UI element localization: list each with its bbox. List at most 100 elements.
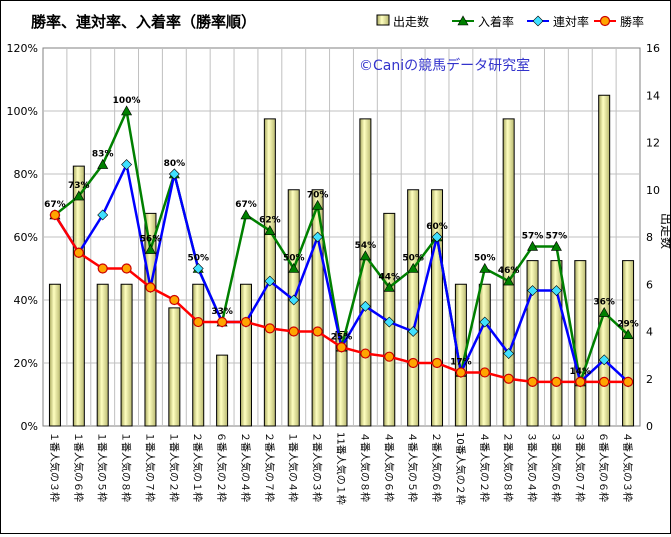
gridlines [43,48,640,426]
circle-point [622,376,634,387]
x-tick-label: 10番人気の２枠 [454,432,467,505]
y-tick-label: 40% [14,294,38,307]
triangle-point [288,262,300,273]
data-label: 54% [355,241,377,251]
x-tick-label: ４番人気の５枠 [406,432,419,502]
legend-marker-circle [599,15,611,27]
bar [239,283,252,427]
circle-point [455,367,466,378]
circle-point [551,376,562,387]
triangle-point [121,105,133,116]
data-label: 62% [259,216,281,226]
circle-point [384,351,395,362]
data-label: 17% [450,357,472,367]
circle-point [288,326,299,337]
bar [335,331,348,427]
circle-point [97,263,108,274]
circle-point [312,326,323,337]
bar [144,212,157,427]
bar [287,189,300,427]
data-label: 36% [593,298,615,308]
triangle-point [97,158,109,169]
data-labels: 67%73%83%100%56%80%50%33%67%62%50%70%25%… [44,96,639,377]
diamond-point [550,285,562,296]
x-tick-label: ２番人気の６枠 [430,432,443,502]
x-tick-label: ４番人気の３枠 [621,432,634,502]
legend-marker-diamond [532,15,544,27]
bar [48,283,61,427]
diamond-point [503,348,515,359]
bar [407,189,420,427]
triangle-point [312,199,324,210]
data-label: 50% [402,254,424,264]
data-label: 56% [140,235,162,245]
watermark: ©Caniの競馬データ研究室 [359,57,530,74]
bar [478,283,491,427]
circle-point [360,348,371,359]
data-label: 57% [546,231,568,241]
x-tick-label: ２番人気の１枠 [191,432,204,502]
triangle-point [622,329,634,339]
data-label: 73% [68,181,90,191]
x-tick-label: ２番人気の４枠 [239,432,252,502]
circle-point [121,263,132,274]
triangle-point [240,209,252,220]
triangle-point [407,262,419,273]
bar [431,189,444,427]
y2-tick-label: 0 [646,420,653,433]
circle-point [431,357,443,369]
diamond-point [192,263,204,274]
triangle-point [144,243,156,254]
y-tick-label: 120% [7,42,38,55]
circle-point [479,367,490,378]
bar [454,283,467,427]
triangle-point [383,281,395,292]
circle-point [169,294,180,306]
x-tick-label: ３番人気の４枠 [526,432,539,502]
diamond-point [527,285,538,296]
x-tick-label: ２番人気の８枠 [502,432,515,502]
circle-point [575,376,586,387]
y-tick-label: 100% [7,105,38,118]
legend-label: 連対率 [553,14,589,29]
data-label: 33% [211,307,233,317]
bar [72,165,85,427]
diamond-point [312,231,324,243]
diamond-point [383,316,395,328]
y2-tick-label: 14 [646,89,660,102]
x-tick-label: １番人気の４枠 [287,432,300,502]
data-label: 83% [92,150,114,160]
data-label: 29% [617,320,639,330]
bar [168,307,181,427]
circle-point [145,282,156,293]
y2-tick-label: 16 [646,42,660,55]
data-label: 67% [235,200,257,210]
bar [550,260,563,427]
y2-tick-label: 6 [646,278,653,291]
triangle-point [527,240,539,251]
bar [574,260,587,427]
data-label: 67% [44,200,66,210]
diamond-point [598,354,610,366]
legend: 出走数 入着率 連対率 勝率 [376,14,644,29]
y2-tick-label: 8 [646,231,653,244]
x-tick-label: ３番人気の７枠 [573,432,586,502]
x-tick-label: １番人気の６枠 [72,432,85,502]
circle-point [73,247,84,258]
x-tick-label: ２番人気の３枠 [311,432,324,502]
bar [526,260,539,427]
x-tick-label: ６番人気の２枠 [215,432,228,502]
data-label: 14% [570,367,592,377]
data-label: 60% [426,222,448,232]
triangle-point [503,275,515,286]
chart-title: 勝率、連対率、入着率（勝率順） [31,13,256,31]
x-tick-label: 11番人気の１枠 [335,432,348,505]
data-label: 100% [113,96,141,106]
diamond-point [431,231,443,243]
y-axis-left: 0% 20% 40% 60% 80% 100% 120% [7,42,38,433]
triangle-point [359,250,371,261]
circle-point [336,342,347,353]
triangle-point [550,240,562,251]
